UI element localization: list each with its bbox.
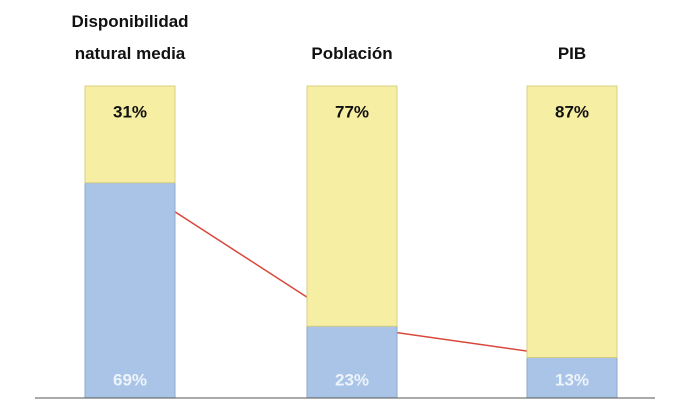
category-label: PIB <box>557 44 587 63</box>
value-label: 13% <box>555 370 589 389</box>
bar-segment <box>84 182 176 399</box>
value-label: 23% <box>335 370 369 389</box>
bar-segment <box>526 85 618 358</box>
value-label: 87% <box>555 102 589 121</box>
category-label: Población <box>311 44 393 63</box>
bar-segment <box>84 85 176 184</box>
bar-segment <box>306 85 398 327</box>
category-label: Disponibilidad natural media <box>71 12 189 63</box>
value-label: 69% <box>113 370 147 389</box>
value-label: 77% <box>335 102 369 121</box>
bar-segment <box>306 325 398 399</box>
value-label: 31% <box>113 102 147 121</box>
